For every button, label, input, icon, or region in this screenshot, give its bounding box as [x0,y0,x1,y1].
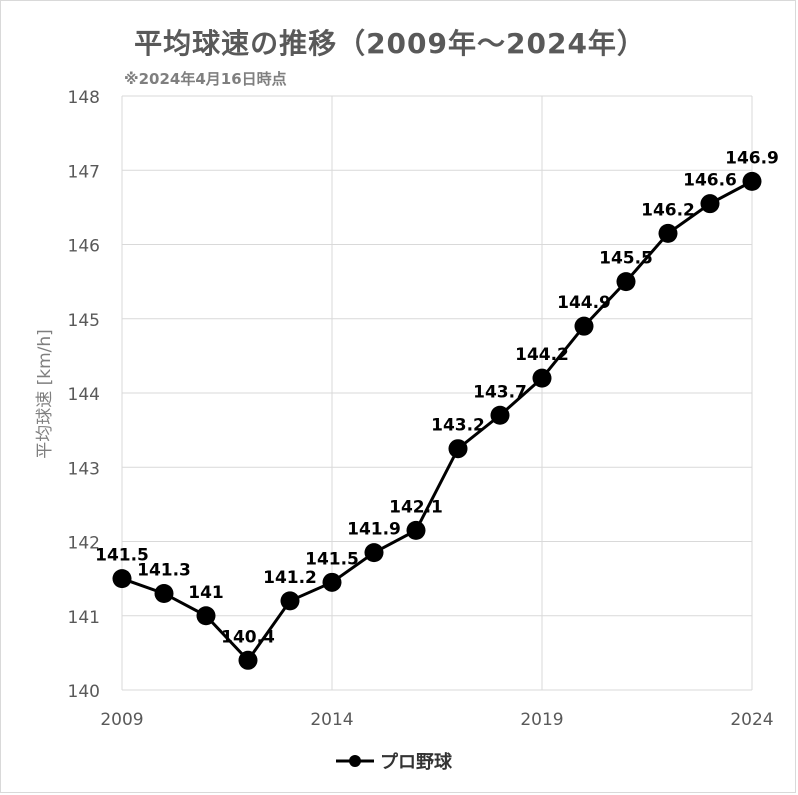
y-tick-label: 141 [68,608,100,628]
legend-marker [336,755,374,767]
data-label: 146.2 [641,200,695,220]
chart-subtitle: ※2024年4月16日時点 [124,70,287,88]
data-point [532,368,552,388]
data-point [742,171,762,191]
data-point [700,194,720,214]
chart-title: 平均球速の推移（2009年～2024年） [134,27,646,60]
series-line [121,180,753,663]
legend-label-series: プロ野球 [380,752,452,773]
y-tick-label: 144 [68,385,100,405]
x-tick-label: 2019 [520,710,563,730]
data-point [154,583,174,603]
data-point [490,405,510,425]
data-point [448,439,468,459]
grid-lines [121,95,753,691]
data-point [280,591,300,611]
y-tick-label: 147 [68,162,100,182]
data-point [322,572,342,592]
y-tick-labels: 140 141 142 143 144 145 146 147 148 [68,88,100,702]
data-label: 141.2 [263,568,317,588]
x-tick-label: 2009 [100,710,143,730]
y-tick-label: 146 [68,237,100,257]
y-tick-label: 143 [68,459,100,479]
data-label: 144.2 [515,345,569,365]
data-label: 145.5 [599,249,653,269]
data-point [238,650,258,670]
x-tick-label: 2014 [310,710,353,730]
data-point [616,272,636,292]
data-label: 146.6 [683,171,737,191]
data-label: 143.7 [473,382,527,402]
x-tick-label: 2024 [730,710,773,730]
data-label: 141.5 [305,549,359,569]
y-tick-label: 148 [68,88,100,108]
plot-area: 141.5141.3141140.4141.2141.5141.9142.114… [95,148,779,670]
data-label: 144.9 [557,293,611,313]
data-point [658,223,678,243]
data-label: 141.5 [95,546,149,566]
y-tick-label: 145 [68,311,100,331]
data-label: 142.1 [389,497,443,517]
data-label: 146.9 [725,148,779,168]
data-point [406,520,426,540]
y-tick-label: 142 [68,534,100,554]
data-label: 141 [188,583,224,603]
data-label: 140.4 [221,627,275,647]
data-label: 141.9 [347,520,401,540]
x-tick-labels: 2009 2014 2019 2024 [100,710,773,730]
data-point [196,606,216,626]
y-tick-label: 140 [68,682,100,702]
legend: プロ野球 [336,748,452,774]
data-point [364,543,384,563]
data-point [112,569,132,589]
y-axis-label: 平均球速 [km/h] [35,329,55,459]
data-label: 141.3 [137,560,191,580]
data-point [574,316,594,336]
data-label: 143.2 [431,416,485,436]
